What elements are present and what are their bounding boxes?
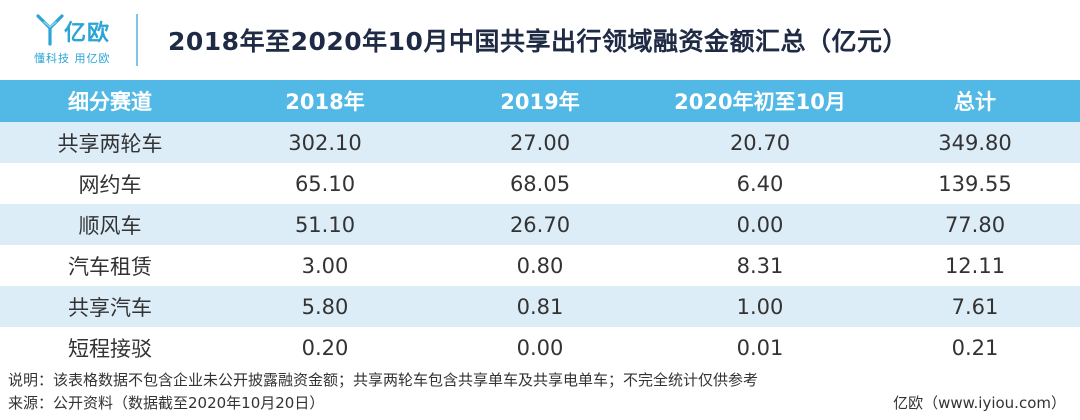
header: 亿欧 懂科技 用亿欧 2018年至2020年10月中国共享出行领域融资金额汇总（… [0,0,1080,80]
financing-table: 细分赛道 2018年 2019年 2020年初至10月 总计 共享两轮车 302… [0,80,1080,368]
table-header-row: 细分赛道 2018年 2019年 2020年初至10月 总计 [0,80,1080,122]
header-divider [136,14,138,66]
table-row: 汽车租赁 3.00 0.80 8.31 12.11 [0,245,1080,286]
table-cell: 7.61 [951,294,999,319]
header-cell-segment: 细分赛道 [68,90,152,114]
table-cell: 77.80 [944,212,1006,237]
table-cell: 0.01 [736,335,784,360]
table-cell: 短程接驳 [68,336,152,361]
table-row: 顺风车 51.10 26.70 0.00 77.80 [0,204,1080,245]
table-cell: 20.70 [729,130,791,155]
source-note: 来源：公开资料（数据截至2020年10月20日） [8,394,325,412]
table-cell: 26.70 [509,212,571,237]
table-cell: 顺风车 [78,213,142,238]
table-cell: 网约车 [78,172,142,197]
table-cell: 8.31 [736,253,784,278]
header-cell-total: 总计 [954,90,996,114]
header-cell-2019: 2019年 [500,90,580,114]
table-cell: 68.05 [509,171,571,196]
table-cell: 共享汽车 [68,295,152,320]
table-cell: 汽车租赁 [68,254,152,279]
table-cell: 0.00 [736,212,784,237]
table-cell: 349.80 [938,130,1012,155]
source-site: 亿欧（www.iyiou.com） [893,394,1066,412]
table-cell: 1.00 [736,294,784,319]
table-cell: 0.00 [516,335,564,360]
table-cell: 139.55 [938,171,1012,196]
header-cell-2020: 2020年初至10月 [674,90,846,114]
table-cell: 12.11 [944,253,1006,278]
header-cell-2018: 2018年 [285,90,365,114]
table-row: 短程接驳 0.20 0.00 0.01 0.21 [0,327,1080,368]
table-cell: 0.81 [516,294,564,319]
table-cell: 5.80 [301,294,349,319]
table-row: 共享汽车 5.80 0.81 1.00 7.61 [0,286,1080,327]
table-row: 共享两轮车 302.10 27.00 20.70 349.80 [0,122,1080,163]
page-title: 2018年至2020年10月中国共享出行领域融资金额汇总（亿元） [168,27,908,56]
brand-name: 亿欧 [64,21,111,46]
table-cell: 共享两轮车 [57,131,163,156]
brand-logo: 亿欧 懂科技 用亿欧 [0,0,128,80]
explanation-note: 说明：该表格数据不包含企业未公开披露融资金额；共享两轮车包含共享单车及共享电单车… [8,371,759,389]
footnotes: 说明：该表格数据不包含企业未公开披露融资金额；共享两轮车包含共享单车及共享电单车… [0,367,1080,420]
table-cell: 302.10 [288,130,362,155]
table-cell: 6.40 [736,171,784,196]
table-row: 网约车 65.10 68.05 6.40 139.55 [0,163,1080,204]
table-cell: 0.21 [951,335,999,360]
table-cell: 65.10 [294,171,356,196]
brand-slogan: 懂科技 用亿欧 [34,52,111,65]
table-cell: 3.00 [301,253,349,278]
yiou-logo-icon [36,14,64,46]
table-cell: 0.80 [516,253,564,278]
table-cell: 27.00 [509,130,571,155]
table-cell: 51.10 [294,212,356,237]
table-cell: 0.20 [301,335,349,360]
